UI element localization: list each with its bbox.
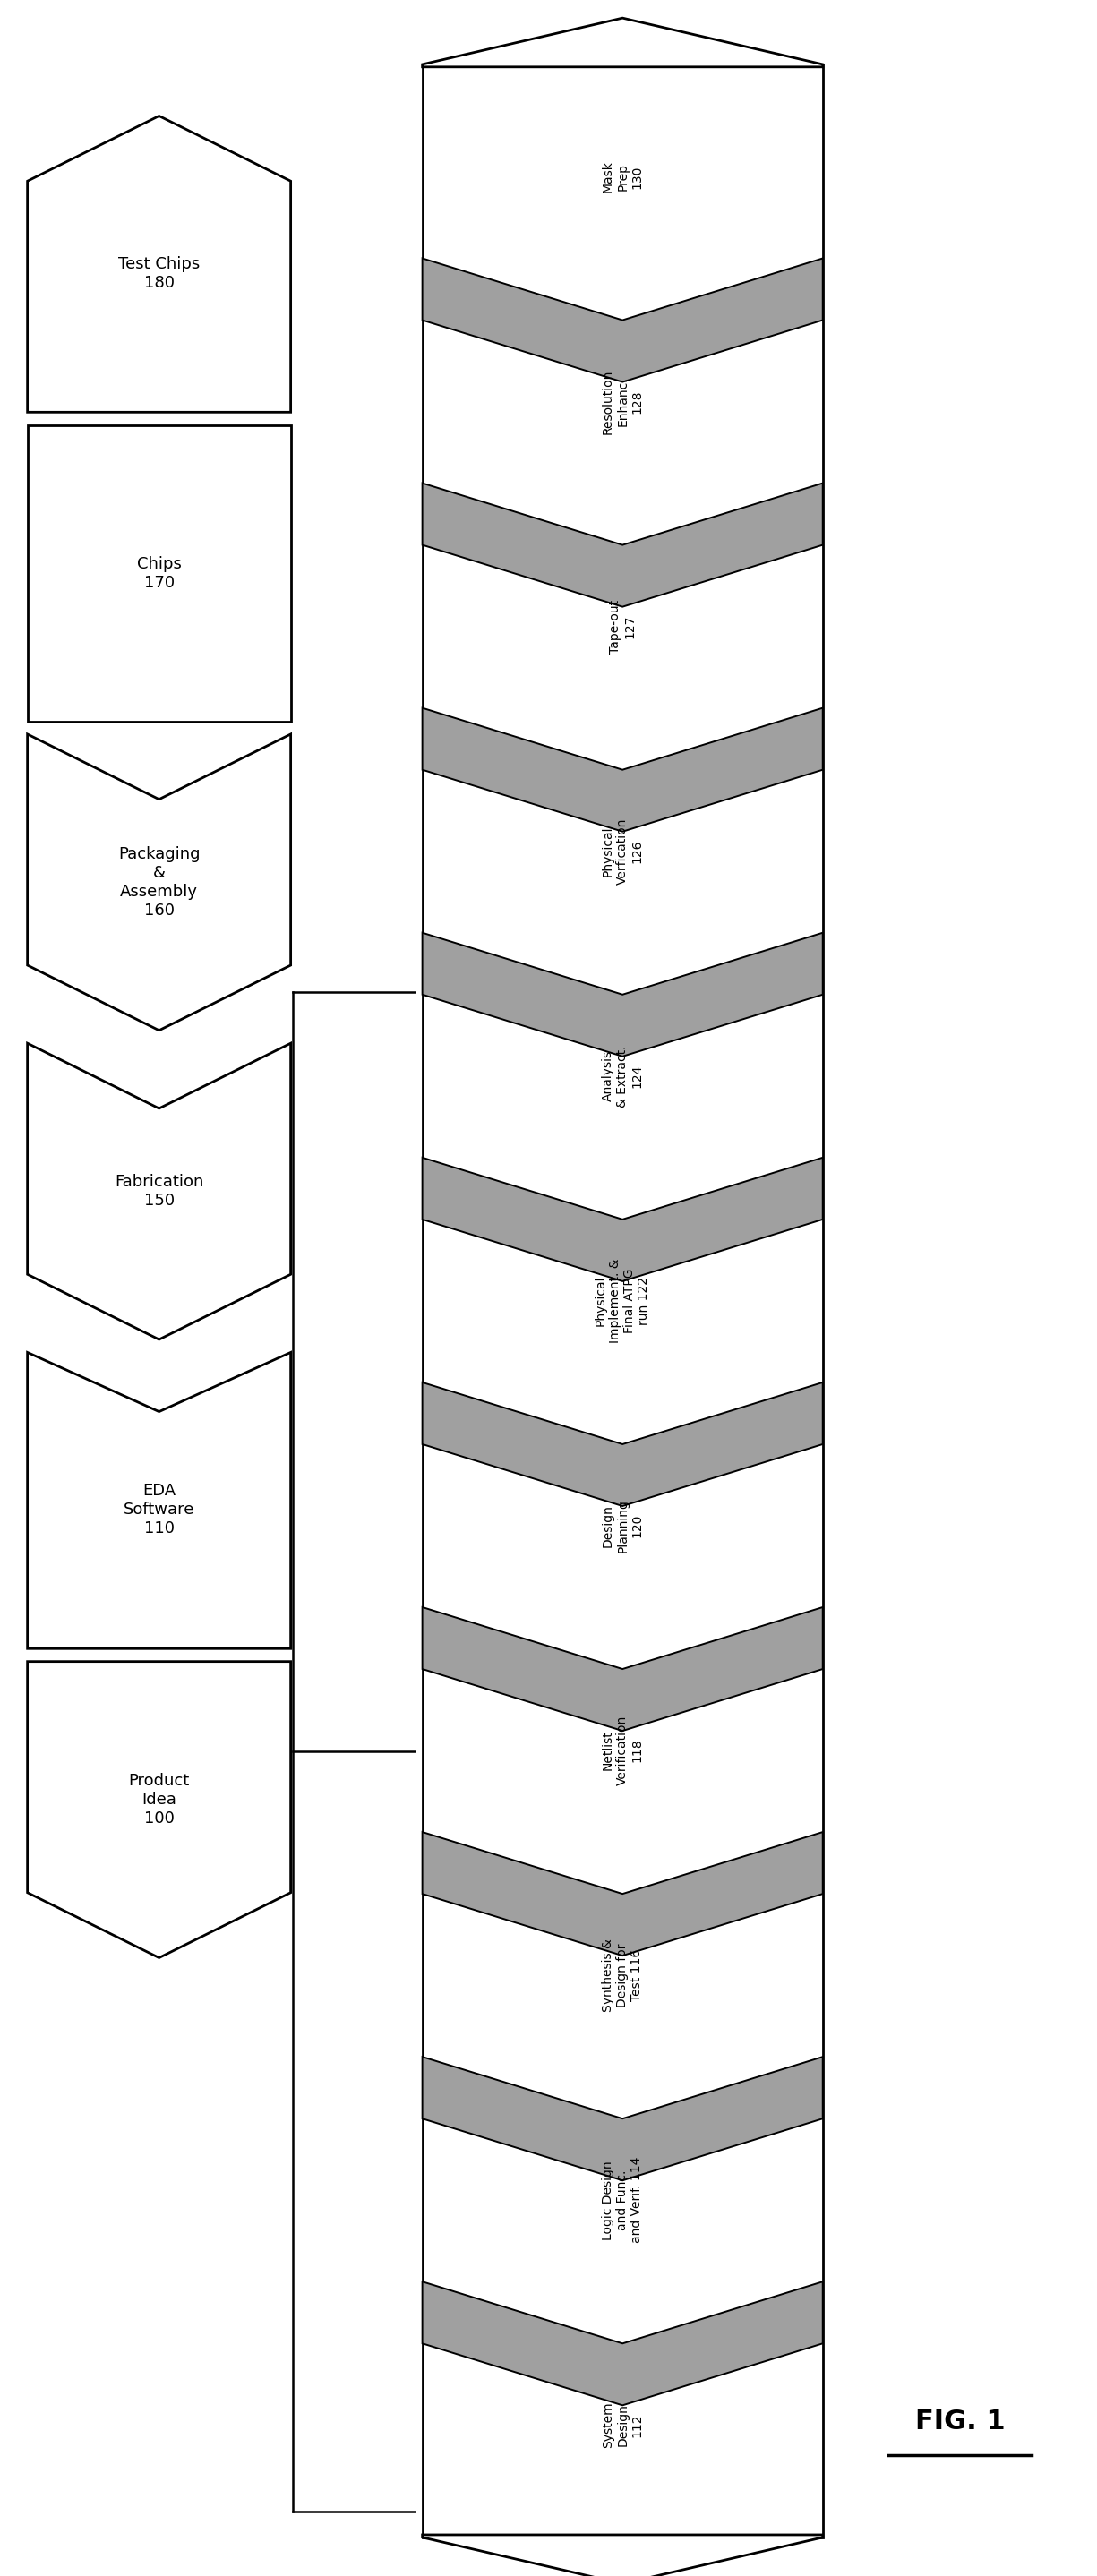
Text: Chips
170: Chips 170 [137, 556, 181, 590]
Polygon shape [27, 1352, 291, 1649]
Polygon shape [422, 1157, 823, 1280]
Text: Test Chips
180: Test Chips 180 [118, 258, 200, 291]
Text: Analysis
& Extract.
124: Analysis & Extract. 124 [602, 1046, 643, 1108]
Text: Synthesis &
Design for
Test 116: Synthesis & Design for Test 116 [602, 1940, 643, 2012]
Bar [422, 64, 823, 2537]
Polygon shape [422, 2282, 823, 2406]
Polygon shape [422, 933, 823, 1056]
Text: FIG. 1: FIG. 1 [915, 2409, 1005, 2434]
Text: Packaging
&
Assembly
160: Packaging & Assembly 160 [118, 848, 200, 917]
Text: Logic Design
and Func.
and Verif. 114: Logic Design and Func. and Verif. 114 [602, 2156, 643, 2244]
Polygon shape [27, 116, 291, 412]
Polygon shape [27, 425, 291, 721]
Text: Fabrication
150: Fabrication 150 [114, 1175, 204, 1208]
Polygon shape [422, 2535, 823, 2576]
Polygon shape [27, 1662, 291, 1958]
Polygon shape [422, 258, 823, 381]
Text: Physical
Implement. &
Final ATPG
run 122: Physical Implement. & Final ATPG run 122 [595, 1260, 651, 1342]
Text: Resolution
Enhanc.
128: Resolution Enhanc. 128 [602, 368, 643, 433]
Text: Netlist
Verification
118: Netlist Verification 118 [602, 1716, 643, 1785]
Text: Mask
Prep
130: Mask Prep 130 [602, 160, 643, 193]
Text: Physical
Verfication
126: Physical Verfication 126 [602, 819, 643, 884]
Text: Product
Idea
100: Product Idea 100 [128, 1772, 190, 1826]
Text: System
Design
112: System Design 112 [602, 2401, 643, 2447]
Polygon shape [422, 2056, 823, 2179]
Polygon shape [422, 1607, 823, 1731]
Polygon shape [422, 708, 823, 832]
Polygon shape [422, 18, 823, 67]
Polygon shape [422, 1832, 823, 1955]
Polygon shape [27, 1043, 291, 1340]
Polygon shape [422, 1383, 823, 1507]
Text: Tape-out
127: Tape-out 127 [609, 600, 636, 654]
Polygon shape [27, 734, 291, 1030]
Text: Design
Planning
120: Design Planning 120 [602, 1499, 643, 1553]
Text: EDA
Software
110: EDA Software 110 [124, 1484, 194, 1535]
Polygon shape [422, 484, 823, 608]
